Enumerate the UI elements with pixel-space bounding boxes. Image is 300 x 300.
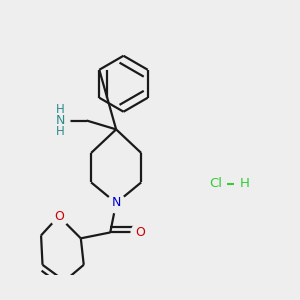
- Text: H: H: [56, 103, 64, 116]
- Text: Cl: Cl: [210, 177, 223, 190]
- Text: N: N: [112, 196, 121, 209]
- Text: O: O: [135, 226, 145, 239]
- Text: H: H: [239, 177, 249, 190]
- Text: H: H: [56, 125, 64, 138]
- Text: O: O: [54, 210, 64, 223]
- Text: N: N: [56, 114, 65, 127]
